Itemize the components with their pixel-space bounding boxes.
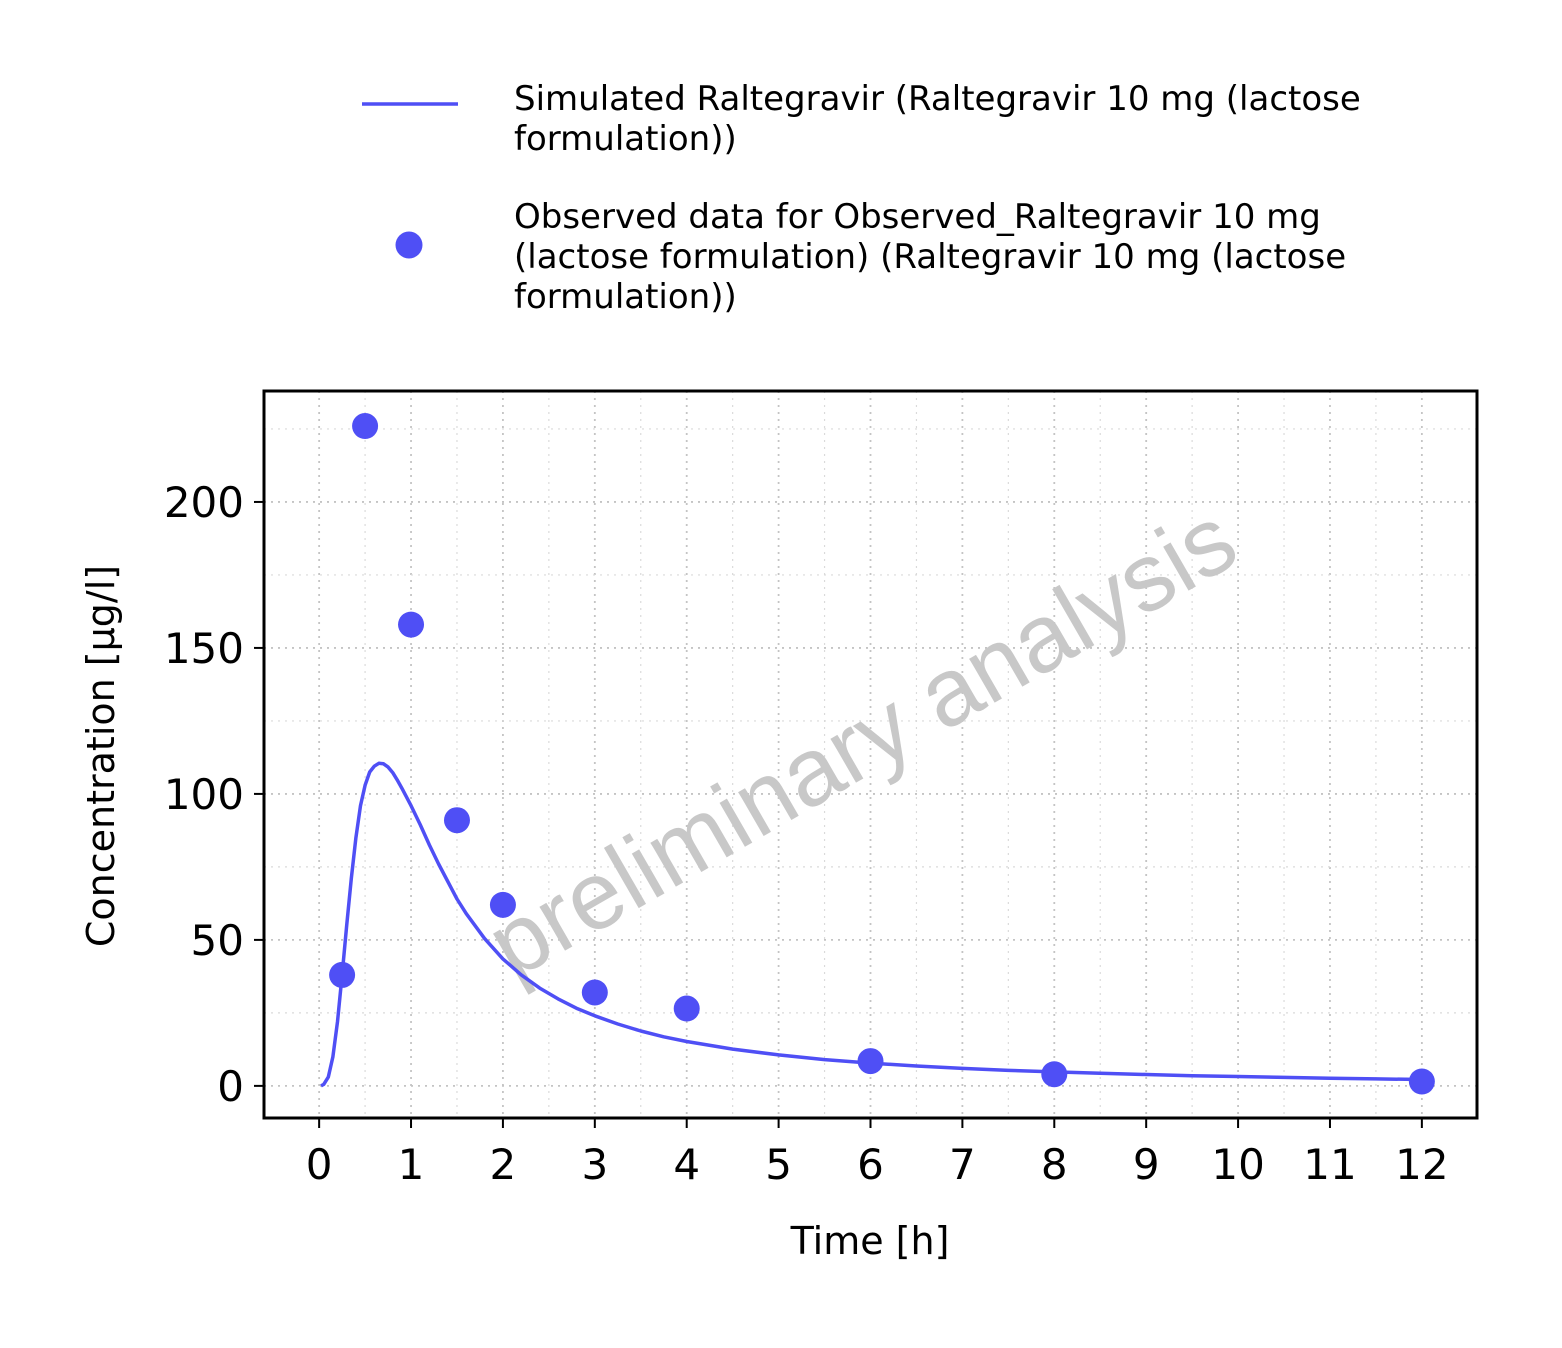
y-tick-label: 0 — [217, 1062, 244, 1111]
y-tick-label: 100 — [164, 770, 244, 819]
x-tick-label: 7 — [949, 1140, 976, 1189]
observed-point — [673, 995, 700, 1022]
x-axis-title: Time [h] — [790, 1219, 950, 1263]
observed-point — [1408, 1068, 1435, 1095]
simulated-curve — [320, 761, 1422, 1088]
legend-line-label-1: Simulated Raltegravir (Raltegravir 10 mg… — [514, 79, 1361, 119]
observed-point — [352, 413, 379, 440]
x-tick-label: 3 — [581, 1140, 608, 1189]
y-tick-label: 200 — [164, 478, 244, 527]
observed-point — [1041, 1061, 1068, 1088]
legend-point-label-1: Observed data for Observed_Raltegravir 1… — [514, 197, 1321, 237]
x-tick-label: 12 — [1395, 1140, 1448, 1189]
legend-point-label-3: formulation)) — [514, 277, 737, 317]
y-tick-label: 50 — [191, 916, 244, 965]
observed-point — [443, 807, 470, 834]
observed-point — [329, 961, 356, 988]
x-tick-label: 9 — [1133, 1140, 1160, 1189]
x-tick-label: 4 — [673, 1140, 700, 1189]
x-tick-label: 1 — [398, 1140, 425, 1189]
x-tick-label: 2 — [490, 1140, 517, 1189]
x-tick-label: 5 — [765, 1140, 792, 1189]
observed-point — [581, 979, 608, 1006]
y-axis-title: Concentration [µg/l] — [79, 565, 123, 947]
watermark-layer: preliminary analysis — [470, 485, 1254, 999]
x-tick-label: 0 — [306, 1140, 333, 1189]
x-tick-label: 6 — [857, 1140, 884, 1189]
x-tick-label: 10 — [1211, 1140, 1264, 1189]
legend-line-label-2: formulation)) — [514, 119, 737, 159]
observed-point — [489, 891, 516, 918]
observed-point — [398, 611, 425, 638]
watermark: preliminary analysis — [470, 485, 1254, 999]
series-layer — [320, 413, 1435, 1095]
x-tick-label: 8 — [1041, 1140, 1068, 1189]
legend-point-swatch — [395, 231, 423, 259]
legend-point-label-2: (lactose formulation) (Raltegravir 10 mg… — [514, 237, 1346, 277]
x-tick-label: 11 — [1303, 1140, 1356, 1189]
observed-point — [857, 1048, 884, 1075]
y-tick-label: 150 — [164, 624, 244, 673]
legend: Simulated Raltegravir (Raltegravir 10 mg… — [362, 79, 1361, 317]
